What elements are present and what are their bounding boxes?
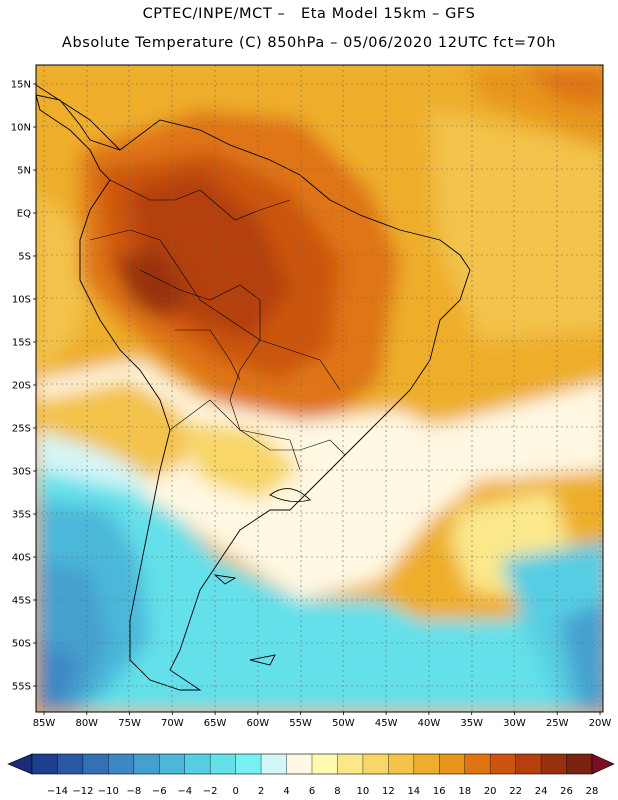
colorbar-swatch [490, 754, 516, 774]
colorbar-label: 18 [458, 786, 471, 797]
country-borders [89, 179, 346, 471]
lon-label: 75W [118, 718, 141, 729]
colorbar-label: 16 [433, 786, 446, 797]
colorbar-swatch [337, 754, 364, 774]
colorbar-swatch [235, 754, 262, 774]
colorbar-swatch [362, 754, 389, 774]
lon-label: 65W [204, 718, 227, 729]
colorbar-label: 6 [309, 786, 315, 797]
temperature-field [36, 65, 603, 712]
colorbar-swatch [413, 754, 440, 774]
colorbar-swatch [210, 754, 236, 774]
lon-label: 85W [33, 718, 56, 729]
colorbar-label: −14 [47, 786, 68, 797]
lat-label: 15S [12, 338, 31, 349]
lat-label: 15N [11, 80, 31, 91]
colorbar-swatch [439, 754, 466, 774]
colorbar-label: 26 [560, 786, 573, 797]
colorbar-high-arrow [591, 753, 615, 775]
colorbar-label: 8 [334, 786, 340, 797]
colorbar-label: 14 [407, 786, 420, 797]
colorbar-low-arrow [7, 753, 33, 775]
colorbar-label: 12 [382, 786, 395, 797]
lat-label: 45S [12, 596, 31, 607]
colorbar-swatch [82, 754, 109, 774]
colorbar-swatch [184, 754, 211, 774]
colorbar-label: 20 [484, 786, 497, 797]
colorbar-label: −6 [152, 786, 167, 797]
colorbar-label: 0 [232, 786, 238, 797]
lon-label: 30W [503, 718, 526, 729]
lon-label: 60W [247, 718, 270, 729]
lon-label: 45W [375, 718, 398, 729]
lon-label: 25W [546, 718, 569, 729]
colorbar-label: −10 [98, 786, 119, 797]
colorbar: −14 −12 −10 −8 −6 −4 −2 0 2 4 6 8 10 12 14 16 18 20 22 24 26… [7, 753, 615, 797]
colorbar-label: 22 [509, 786, 522, 797]
lat-label: 35S [12, 510, 31, 521]
colorbar-swatch [261, 754, 287, 774]
colorbar-swatch [108, 754, 135, 774]
colorbar-swatch [57, 754, 84, 774]
lon-label: 50W [332, 718, 355, 729]
latitude-labels: 15N 10N 5N EQ 5S 10S 15S 20S 25S 30S 35S 40S 45S 50S 5… [11, 80, 36, 693]
lat-label: 40S [12, 553, 31, 564]
lat-label: 50S [12, 639, 31, 650]
colorbar-swatch [541, 754, 567, 774]
colorbar-swatch [464, 754, 491, 774]
lon-label: 35W [460, 718, 483, 729]
coastlines [36, 84, 471, 691]
lat-label: 5N [17, 166, 31, 177]
lat-label: 20S [12, 381, 31, 392]
lon-label: 80W [75, 718, 98, 729]
colorbar-label: −4 [177, 786, 192, 797]
lon-label: 20W [589, 718, 612, 729]
colorbar-label: 10 [357, 786, 370, 797]
colorbar-swatch [312, 754, 338, 774]
colorbar-label: 24 [535, 786, 548, 797]
colorbar-label: 2 [258, 786, 264, 797]
colorbar-swatch [515, 754, 542, 774]
colorbar-swatch [32, 754, 58, 774]
lon-label: 70W [161, 718, 184, 729]
lat-label: EQ [17, 209, 31, 220]
colorbar-swatch [133, 754, 160, 774]
colorbar-label: −12 [72, 786, 93, 797]
lat-label: 5S [18, 252, 31, 263]
colorbar-swatch [388, 754, 415, 774]
colorbar-label: 4 [283, 786, 289, 797]
colorbar-swatch [286, 754, 313, 774]
colorbar-label: −8 [126, 786, 141, 797]
lon-label: 40W [418, 718, 441, 729]
title-line-2: Absolute Temperature (C) 850hPa – 05/06/… [61, 35, 557, 51]
lat-label: 10S [12, 295, 31, 306]
colorbar-label: 28 [586, 786, 599, 797]
map-frame [35, 64, 604, 713]
title-line-1: CPTEC/INPE/MCT – Eta Model 15km – GFS [142, 6, 476, 22]
lat-label: 30S [12, 467, 31, 478]
lat-label: 55S [12, 682, 31, 693]
lat-label: 25S [12, 424, 31, 435]
colorbar-swatch [159, 754, 186, 774]
longitude-labels: 85W 80W 75W 70W 65W 60W 55W 50W 45W 40W 35W 30W 25W 2… [33, 712, 612, 729]
lon-label: 55W [289, 718, 312, 729]
colorbar-swatch [566, 754, 593, 774]
colorbar-label: −2 [203, 786, 218, 797]
lat-label: 10N [11, 123, 31, 134]
